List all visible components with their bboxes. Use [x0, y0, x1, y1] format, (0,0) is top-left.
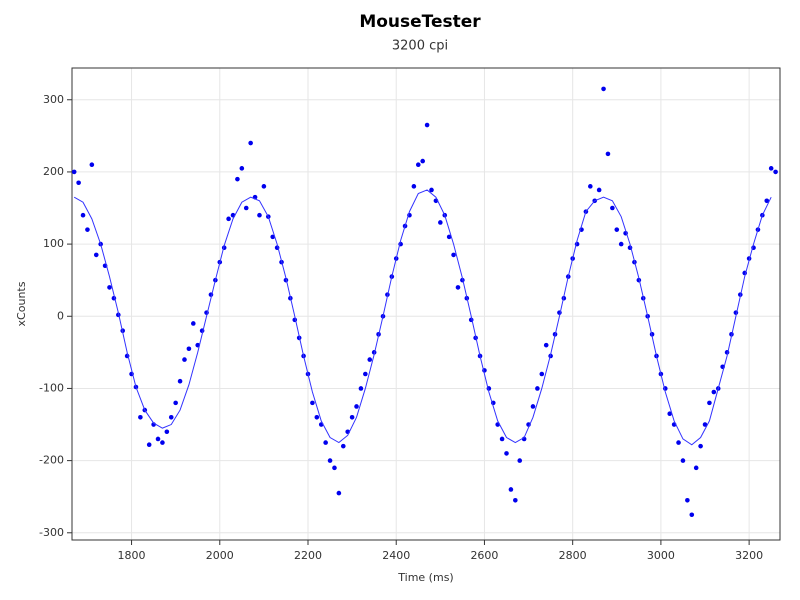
y-tick-label: 100	[43, 237, 64, 250]
point	[349, 415, 355, 420]
x-tick-label: 2200	[294, 549, 322, 562]
point	[707, 400, 712, 406]
point	[438, 220, 443, 225]
point	[310, 400, 315, 406]
point	[764, 198, 770, 204]
point	[235, 176, 240, 182]
y-tick-label: -200	[39, 454, 64, 467]
point	[698, 443, 703, 449]
y-tick-label: 200	[43, 165, 64, 178]
point	[182, 357, 187, 362]
point	[332, 465, 337, 471]
point	[676, 440, 681, 445]
point	[85, 227, 90, 232]
point	[530, 404, 536, 409]
point	[107, 285, 112, 290]
point	[363, 371, 368, 377]
point	[539, 371, 545, 377]
point	[173, 400, 178, 406]
point	[354, 404, 359, 409]
point	[601, 86, 606, 92]
point	[513, 498, 518, 503]
point	[543, 342, 549, 348]
point	[314, 415, 320, 420]
point	[451, 252, 456, 258]
x-axis-label: Time (ms)	[397, 571, 453, 584]
point	[499, 436, 505, 442]
point	[508, 487, 514, 492]
point	[420, 158, 425, 164]
point	[424, 122, 430, 128]
plot-frame	[71, 67, 781, 541]
point	[168, 415, 174, 420]
y-tick-label: -300	[39, 526, 64, 539]
point	[248, 140, 253, 146]
point	[685, 498, 690, 503]
line	[73, 189, 772, 446]
point	[336, 490, 342, 496]
point	[689, 512, 695, 518]
y-tick-label: 300	[43, 93, 64, 106]
point	[667, 411, 673, 417]
point	[80, 212, 86, 218]
point	[773, 169, 778, 175]
x-tick-label: 3200	[735, 549, 763, 562]
point	[340, 443, 346, 449]
point	[614, 227, 620, 232]
point	[504, 451, 509, 456]
point	[605, 151, 611, 157]
point	[618, 241, 624, 247]
point	[160, 440, 165, 445]
point	[702, 422, 708, 427]
point	[429, 187, 434, 193]
point	[323, 440, 328, 445]
point	[610, 205, 615, 211]
point	[455, 285, 461, 290]
point	[191, 321, 196, 326]
point	[155, 436, 161, 442]
point	[186, 346, 192, 352]
point	[76, 180, 81, 186]
point	[89, 162, 95, 168]
point	[257, 212, 262, 218]
point	[711, 389, 717, 395]
point	[517, 458, 523, 463]
point	[71, 169, 77, 175]
x-tick-label: 2600	[470, 549, 498, 562]
x-tick-label: 2800	[559, 549, 587, 562]
point	[164, 429, 170, 435]
point	[367, 357, 373, 362]
point	[693, 465, 699, 471]
x-tick-label: 1800	[118, 549, 146, 562]
point	[415, 162, 421, 168]
chart-subtitle: 3200 cpi	[392, 39, 448, 54]
point	[239, 166, 245, 171]
y-axis-label: xCounts	[15, 281, 28, 326]
point	[535, 386, 540, 391]
x-tick-label: 2000	[206, 549, 234, 562]
y-tick-label: -100	[39, 381, 64, 394]
point	[588, 184, 593, 189]
point	[226, 216, 231, 222]
x-tick-label: 3000	[647, 549, 675, 562]
y-tick-label: 0	[57, 309, 64, 322]
point	[411, 184, 417, 189]
point	[146, 442, 152, 448]
chart-title: MouseTester	[359, 12, 481, 32]
point	[261, 184, 267, 189]
point	[446, 234, 452, 240]
x-tick-label: 2400	[382, 549, 410, 562]
point	[93, 252, 99, 258]
point	[138, 415, 143, 420]
point	[768, 166, 774, 171]
point	[327, 458, 333, 463]
point	[270, 234, 276, 240]
point	[177, 378, 183, 384]
point	[358, 386, 364, 391]
point	[680, 458, 686, 463]
point	[596, 187, 602, 193]
point	[243, 205, 249, 211]
